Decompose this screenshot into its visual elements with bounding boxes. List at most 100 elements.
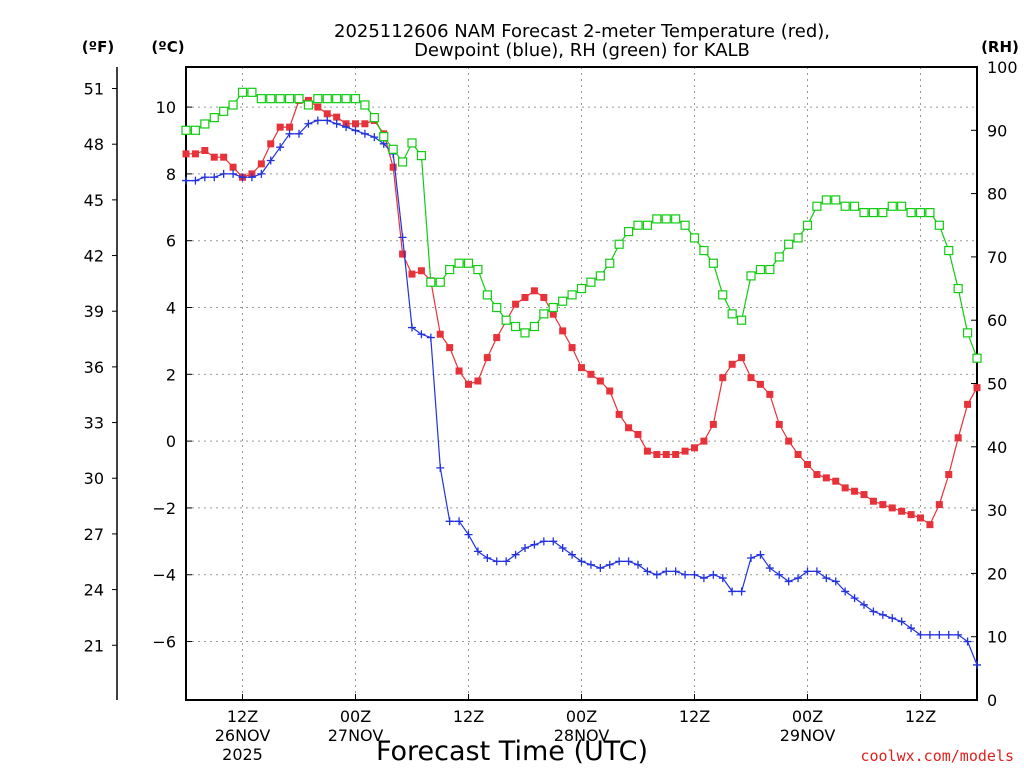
temperature-point-32: [483, 354, 491, 362]
time-tick-label-3-2: 28NOV: [554, 726, 610, 745]
rh-tick-label-2: 80: [987, 185, 1007, 204]
rh-point-67: [812, 201, 822, 211]
rh-point-7: [247, 87, 257, 97]
temperature-point-59: [738, 354, 746, 362]
rh-point-37: [529, 321, 540, 332]
temperature-point-11: [286, 123, 294, 131]
temperature-point-4: [220, 153, 228, 161]
rh-point-20: [369, 113, 379, 123]
rh-point-63: [774, 252, 784, 262]
dewpoint-point-6: [238, 173, 247, 182]
temperature-point-43: [587, 370, 595, 378]
dewpoint-point-20: [370, 133, 379, 142]
temperature-point-10: [276, 123, 284, 131]
rh-axis-label: (RH): [981, 38, 1019, 56]
fahrenheit-axis-label: (ºF): [82, 38, 114, 56]
rh-point-11: [284, 94, 295, 104]
celsius-tick-label-3: 4: [166, 299, 176, 318]
dewpoint-point-60: [747, 554, 755, 563]
dewpoint-point-32: [483, 554, 492, 563]
rh-point-18: [350, 94, 361, 104]
time-tick-label-3-1: 00Z: [566, 707, 597, 726]
temperature-point-64: [785, 437, 793, 445]
temperature-point-76: [898, 507, 906, 515]
rh-point-75: [887, 201, 897, 211]
dewpoint-point-4: [219, 169, 228, 178]
temperature-point-52: [672, 450, 680, 458]
temperature-point-63: [775, 420, 783, 428]
dewpoint-point-42: [577, 557, 586, 566]
dewpoint-point-35: [511, 550, 520, 559]
rh-point-24: [407, 138, 417, 148]
temperature-point-14: [314, 103, 322, 111]
dewpoint-point-1: [191, 176, 200, 185]
dewpoint-point-57: [718, 574, 727, 583]
rh-point-39: [548, 302, 558, 313]
temperature-point-67: [813, 471, 821, 479]
dewpoint-point-55: [699, 574, 708, 583]
rh-point-15: [322, 94, 332, 104]
dewpoint-point-56: [709, 570, 718, 579]
temperature-point-37: [530, 287, 538, 295]
temperature-point-61: [756, 380, 764, 388]
rh-point-55: [699, 245, 709, 256]
time-tick-label-0-2: 26NOV: [215, 726, 271, 745]
celsius-tick-label-7: −4: [152, 566, 176, 585]
temperature-point-3: [210, 153, 218, 161]
rh-point-33: [492, 302, 502, 313]
temperature-point-1: [191, 150, 199, 158]
dewpoint-point-43: [586, 560, 595, 569]
time-tick-label-1-1: 00Z: [340, 707, 371, 726]
rh-point-23: [397, 157, 408, 167]
rh-point-76: [897, 201, 907, 211]
rh-point-44: [595, 271, 605, 281]
temperature-point-22: [389, 163, 397, 171]
temperature-point-75: [888, 504, 896, 512]
dewpoint-point-2: [200, 173, 209, 182]
rh-tick-label-10: 0: [987, 691, 997, 710]
rh-point-48: [633, 220, 643, 230]
rh-point-17: [341, 94, 351, 104]
temperature-point-72: [860, 491, 868, 499]
time-tick-label-2-1: 12Z: [453, 707, 484, 726]
time-tick-label-5-2: 29NOV: [780, 726, 836, 745]
rh-point-16: [332, 94, 342, 104]
rh-point-26: [426, 277, 436, 287]
temperature-point-47: [625, 424, 633, 432]
dewpoint-point-78: [916, 630, 925, 639]
dewpoint-point-77: [907, 624, 916, 633]
rh-point-80: [934, 220, 944, 230]
temperature-point-82: [954, 434, 962, 442]
rh-point-9: [266, 94, 276, 104]
temperature-point-16: [333, 113, 341, 121]
dewpoint-point-84: [973, 660, 981, 669]
temperature-point-41: [568, 344, 576, 352]
dewpoint-point-68: [822, 574, 831, 583]
temperature-point-55: [700, 437, 708, 445]
rh-point-38: [539, 309, 549, 319]
celsius-tick-label-8: −6: [152, 633, 176, 652]
temperature-point-60: [747, 374, 755, 382]
temperature-point-46: [615, 410, 623, 418]
time-tick-label-6-1: 12Z: [905, 707, 936, 726]
rh-point-81: [944, 245, 954, 256]
temperature-point-9: [267, 140, 275, 148]
rh-point-65: [793, 233, 803, 243]
temperature-point-84: [973, 384, 981, 392]
rh-point-5: [228, 100, 238, 110]
rh-point-61: [755, 264, 766, 275]
temperature-point-48: [634, 430, 642, 438]
rh-point-41: [567, 290, 577, 300]
dewpoint-point-3: [210, 173, 219, 182]
fahrenheit-tick-label-2: 45: [84, 191, 104, 210]
dewpoint-point-40: [558, 544, 567, 553]
celsius-tick-label-4: 2: [166, 365, 176, 384]
dewpoint-point-37: [530, 540, 539, 549]
rh-point-28: [445, 264, 455, 275]
temperature-point-15: [323, 110, 331, 118]
dewpoint-point-69: [831, 577, 840, 586]
dewpoint-point-83: [963, 637, 972, 646]
fahrenheit-tick-label-1: 48: [84, 135, 104, 154]
dewpoint-point-27: [436, 463, 445, 472]
